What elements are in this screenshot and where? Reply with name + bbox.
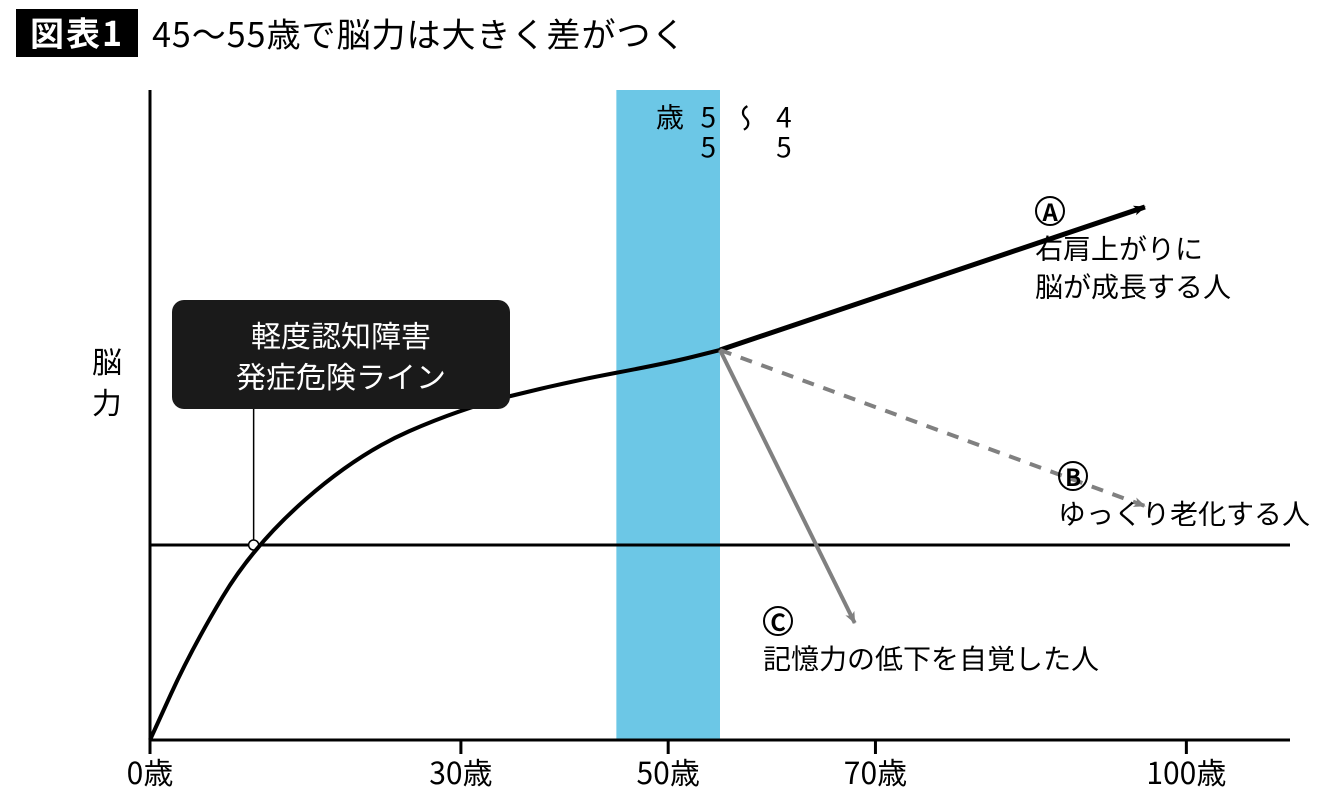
highlight-band: [616, 90, 720, 740]
branch-b-letter: B: [1058, 460, 1088, 493]
branch-a-label: 右肩上がりに 脳が成長する人: [1035, 230, 1231, 306]
branch-b-label: ゆっくり老化する人: [1058, 495, 1310, 533]
x-tick-label: 100歳: [1146, 749, 1226, 793]
x-tick-label: 30歳: [429, 749, 492, 793]
branch-c-label: 記憶力の低下を自覚した人: [763, 640, 1099, 678]
x-tick-label: 70歳: [844, 749, 907, 793]
threshold-annotation-box: 軽度認知障害 発症危険ライン: [172, 300, 510, 409]
highlight-band-label: 45 〜 55 歳: [650, 102, 801, 162]
y-axis-title: 脳 力: [92, 340, 122, 421]
branch-c-letter: C: [763, 605, 793, 638]
branch-a-letter: A: [1035, 195, 1065, 228]
x-tick-label: 50歳: [637, 749, 700, 793]
x-tick-label: 0歳: [127, 749, 174, 793]
